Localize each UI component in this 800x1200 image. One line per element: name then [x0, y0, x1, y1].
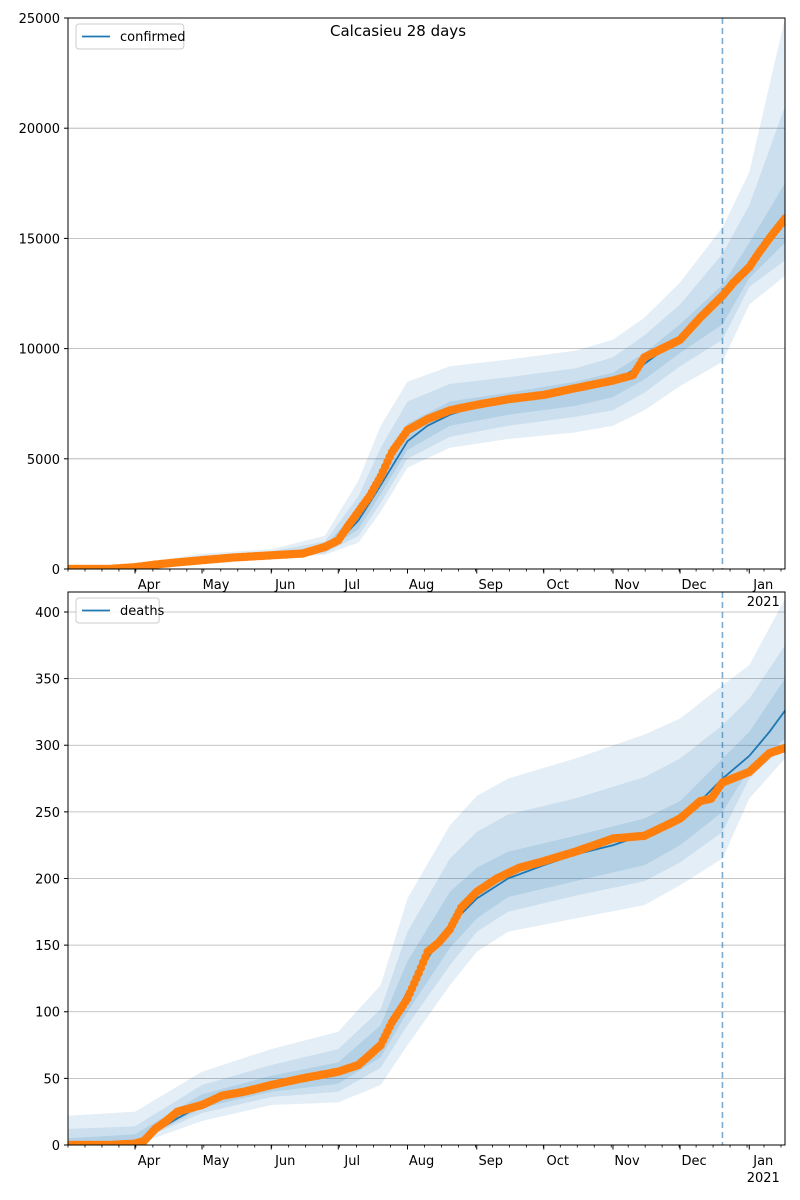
x-tick-label: Aug — [409, 1154, 434, 1169]
uncertainty-band — [68, 598, 785, 1145]
plot-area — [68, 592, 785, 1145]
x-tick-label: Oct — [547, 1154, 569, 1169]
observed-point — [780, 743, 785, 753]
y-tick-label: 5000 — [27, 453, 60, 468]
chart-title: Calcasieu 28 days — [330, 22, 466, 40]
y-tick-label: 50 — [43, 1072, 60, 1087]
plot-area — [68, 18, 785, 569]
uncertainty-band — [68, 106, 785, 569]
x-tick-label: Jul — [343, 578, 360, 593]
x-tick-label: Jun — [274, 578, 295, 593]
confirmed-panel: 0 5000 10000 15000 20000 25000 Apr May Jun Jul Aug… — [19, 12, 786, 610]
x-year-label: 2021 — [747, 1171, 780, 1186]
x-tick-label: Apr — [138, 578, 161, 593]
observed-point — [780, 214, 785, 223]
y-tick-label: 350 — [35, 673, 60, 688]
y-tick-label: 300 — [35, 739, 60, 754]
y-tick-label: 150 — [35, 939, 60, 954]
x-tick-label: Jun — [274, 1154, 295, 1169]
x-tick-label: Sep — [478, 578, 503, 593]
legend-box — [75, 23, 185, 50]
x-tick-label: May — [203, 1154, 230, 1169]
y-tick-label: 400 — [35, 606, 60, 621]
legend-label: confirmed — [120, 30, 186, 45]
deaths-panel: 0 50 100 150 200 250 300 350 400 Apr May Jun Jul Aug S… — [35, 591, 786, 1186]
x-tick-label: Sep — [478, 1154, 503, 1169]
y-tick-label: 100 — [35, 1006, 60, 1021]
axes-frame — [67, 591, 786, 1146]
x-tick-label: Jul — [343, 1154, 360, 1169]
x-tick-label: Aug — [409, 578, 434, 593]
x-tick-label: Oct — [547, 578, 569, 593]
y-tick-label: 10000 — [19, 343, 60, 358]
uncertainty-band — [68, 18, 785, 569]
x-year-label: 2021 — [747, 595, 780, 610]
x-tick-label: May — [203, 578, 230, 593]
x-tick-label: Nov — [614, 1154, 640, 1169]
y-tick-label: 0 — [52, 563, 60, 578]
y-tick-label: 15000 — [19, 232, 60, 247]
legend: deaths — [75, 597, 165, 624]
y-tick-label: 250 — [35, 806, 60, 821]
legend: confirmed — [75, 23, 186, 50]
y-tick-label: 0 — [52, 1139, 60, 1154]
legend-label: deaths — [120, 604, 165, 619]
x-tick-label: Apr — [138, 1154, 161, 1169]
y-tick-label: 25000 — [19, 12, 60, 27]
x-tick-label: Dec — [681, 1154, 706, 1169]
axes-frame — [67, 17, 786, 570]
x-tick-label: Jan — [752, 1154, 773, 1169]
x-tick-label: Jan — [752, 578, 773, 593]
y-tick-label: 200 — [35, 872, 60, 887]
legend-box — [75, 597, 160, 624]
y-tick-label: 20000 — [19, 122, 60, 137]
x-tick-label: Nov — [614, 578, 640, 593]
x-tick-label: Dec — [681, 578, 706, 593]
uncertainty-band — [68, 183, 785, 569]
